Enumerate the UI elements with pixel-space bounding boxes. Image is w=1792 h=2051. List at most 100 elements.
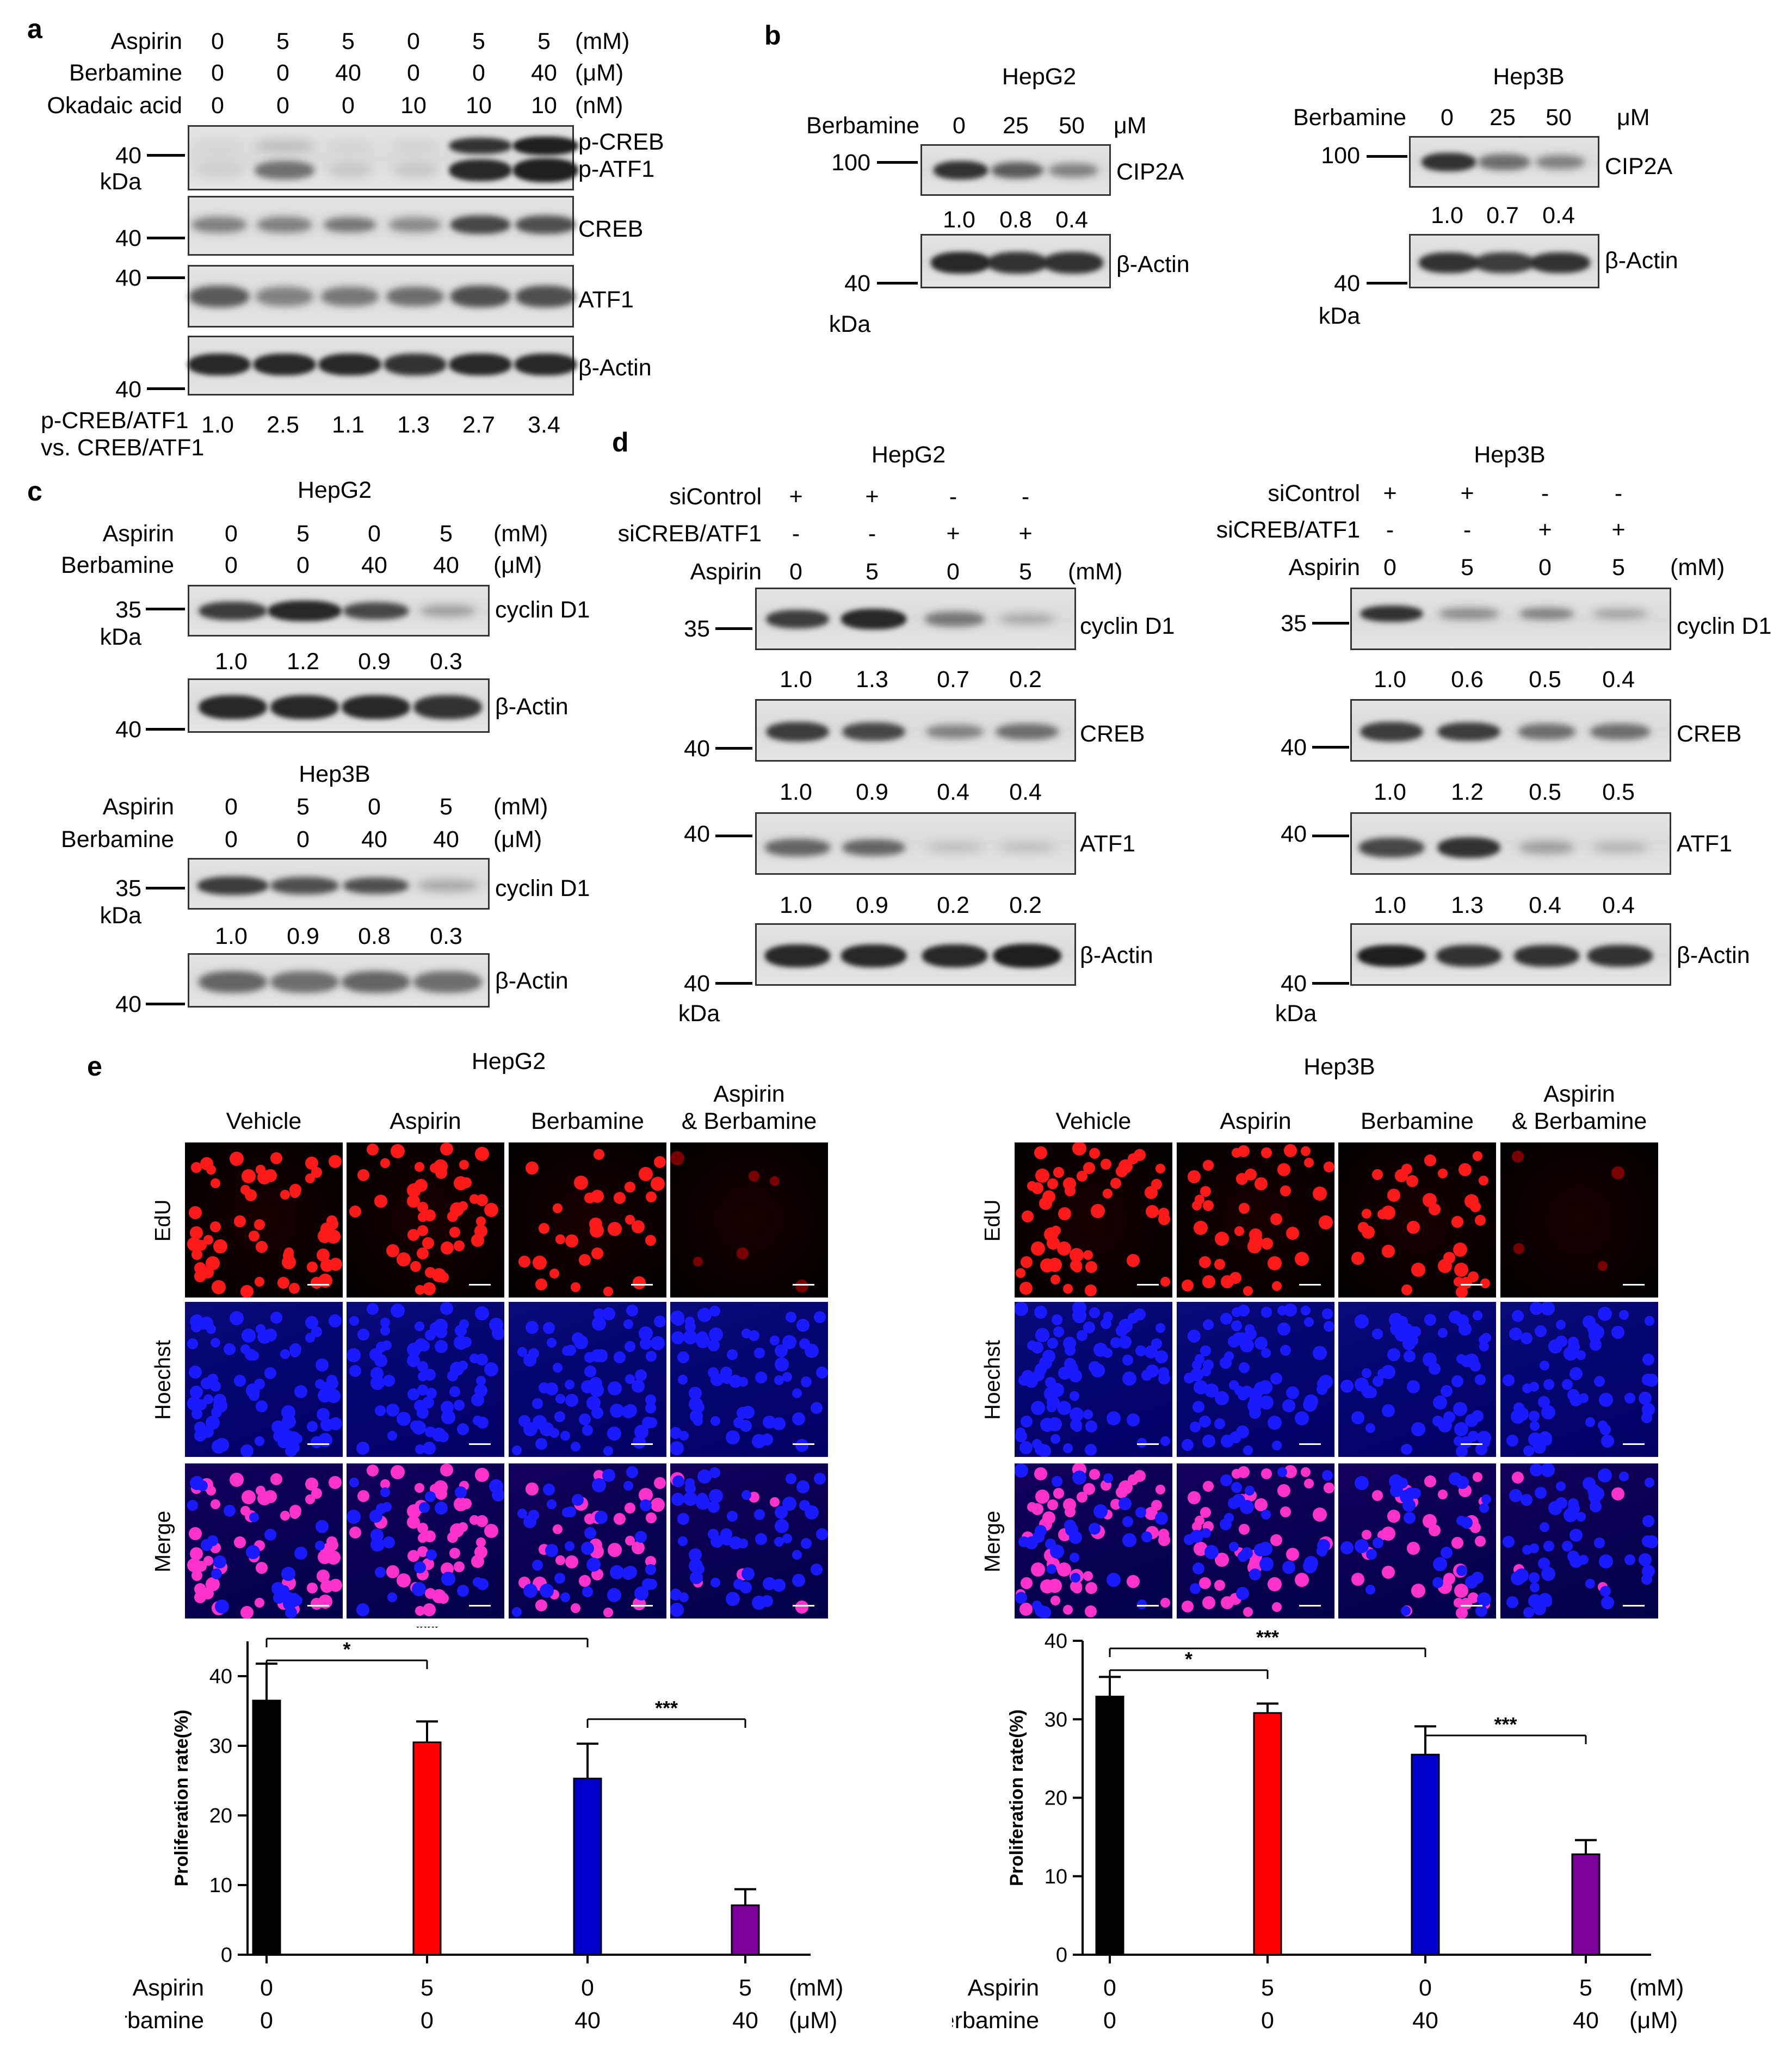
nucleus <box>417 1361 428 1372</box>
edu-micrograph <box>1177 1142 1334 1298</box>
marker-40: 40 <box>684 971 710 997</box>
dose-value: 0 <box>225 794 238 820</box>
row-label-berbamine: Berbamine <box>806 113 919 139</box>
nucleus <box>1057 1241 1072 1256</box>
ratio-value: 1.0 <box>1374 779 1406 805</box>
nucleus <box>1050 1595 1060 1605</box>
nucleus <box>609 1404 624 1418</box>
ratio-value: 1.0 <box>780 779 812 805</box>
nucleus <box>1638 1392 1652 1405</box>
edu-micrograph <box>1500 1142 1658 1298</box>
nucleus <box>1351 1252 1364 1265</box>
nucleus <box>1035 1168 1050 1183</box>
nucleus <box>1406 1220 1420 1234</box>
nucleus <box>792 1549 802 1560</box>
nucleus <box>671 1331 684 1345</box>
nucleus <box>774 1537 784 1547</box>
nucleus <box>580 1380 594 1394</box>
nucleus <box>1317 1377 1331 1391</box>
band <box>255 139 314 152</box>
blot-label-cip2a: CIP2A <box>1605 153 1673 180</box>
column-label: Berbamine <box>531 1108 644 1134</box>
nucleus <box>1312 1507 1327 1522</box>
nucleus <box>415 1605 425 1616</box>
nucleus <box>721 1536 732 1546</box>
dose-value: 5 <box>537 28 551 54</box>
nucleus <box>1503 1536 1515 1548</box>
nucleus <box>1598 1392 1613 1407</box>
nucleus <box>785 1311 796 1323</box>
nucleus <box>1072 1422 1082 1432</box>
nucleus <box>1340 1380 1354 1393</box>
band <box>343 878 409 894</box>
nucleus <box>242 1169 256 1184</box>
nucleus <box>240 1444 254 1457</box>
ratio-value: 0.5 <box>1529 779 1561 805</box>
nucleus <box>349 1364 361 1377</box>
nucleus <box>774 1375 784 1386</box>
nucleus <box>1464 1194 1479 1208</box>
blot-label-actin: β-Actin <box>1677 942 1750 968</box>
nucleus <box>1277 1467 1287 1477</box>
band <box>199 971 267 993</box>
merge-micrograph <box>1338 1463 1496 1618</box>
column-label: Aspirin <box>390 1108 461 1134</box>
nucleus <box>560 1431 570 1441</box>
nucleus <box>1555 1497 1568 1510</box>
nucleus <box>1295 1411 1309 1426</box>
nucleus <box>1160 1277 1170 1287</box>
row-label-edu: EdU <box>980 1199 1005 1241</box>
nucleus <box>382 1374 395 1387</box>
plus-minus: - <box>1386 517 1394 543</box>
nucleus <box>206 1415 220 1430</box>
nucleus <box>1569 1393 1583 1407</box>
nucleus <box>1083 1250 1093 1260</box>
nucleus <box>603 1446 614 1456</box>
blot-label-actin: β-Actin <box>495 968 569 994</box>
scale-bar <box>1461 1443 1482 1445</box>
nucleus <box>651 1177 665 1191</box>
unit-um: (μM) <box>493 826 542 852</box>
merge-micrograph <box>1500 1463 1658 1618</box>
nucleus <box>279 1585 289 1595</box>
nucleus <box>213 1394 226 1407</box>
nucleus <box>1135 1506 1146 1518</box>
nucleus <box>532 1256 547 1270</box>
nucleus <box>1155 1511 1169 1525</box>
band <box>418 880 478 892</box>
blot-label-creb: CREB <box>1677 721 1742 747</box>
nucleus <box>1432 1556 1447 1571</box>
blot-label-patf1: p-ATF1 <box>578 156 655 182</box>
edu-micrograph <box>1015 1142 1172 1298</box>
nucleus <box>1267 1256 1282 1271</box>
nucleus <box>1219 1518 1232 1530</box>
band <box>328 140 372 151</box>
marker-tick <box>877 282 918 285</box>
nucleus <box>386 1404 399 1417</box>
nucleus <box>1474 1374 1486 1386</box>
nucleus <box>1366 1387 1377 1399</box>
nucleus <box>1323 1320 1334 1332</box>
nucleus <box>1019 1281 1033 1295</box>
nucleus <box>1089 1148 1100 1159</box>
bar <box>252 1700 281 1956</box>
nucleus <box>1401 1444 1411 1455</box>
nucleus <box>264 1529 276 1541</box>
nucleus <box>584 1513 596 1525</box>
nucleus <box>1198 1256 1211 1269</box>
marker-40: 40 <box>1334 270 1360 296</box>
blot-d-hep3b-cyclind1 <box>1350 588 1671 650</box>
band <box>765 839 830 856</box>
nucleus <box>1300 1306 1311 1316</box>
nucleus <box>475 1194 488 1206</box>
nucleus <box>785 1473 796 1484</box>
nucleus <box>196 1240 207 1251</box>
band <box>1357 945 1426 967</box>
nucleus <box>484 1362 498 1377</box>
nucleus <box>1282 1561 1296 1574</box>
y-axis-label: Proliferation rate(%) <box>1006 1709 1027 1886</box>
band <box>256 287 313 306</box>
dose-value: 0 <box>342 92 355 119</box>
band <box>393 140 437 151</box>
nucleus <box>607 1381 622 1396</box>
